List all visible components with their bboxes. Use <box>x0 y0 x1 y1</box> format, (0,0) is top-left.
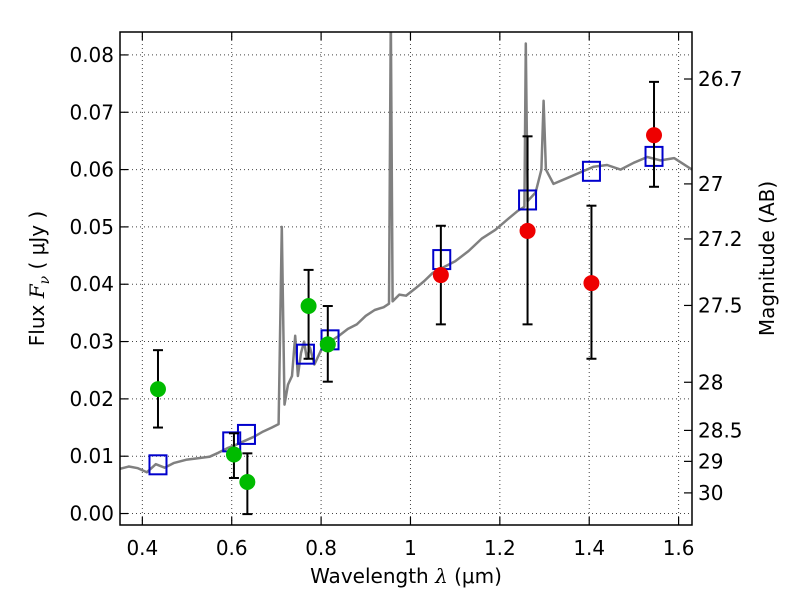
y-tick-label: 0.02 <box>69 387 114 411</box>
model-photometry-square <box>236 423 256 445</box>
grid-lines <box>120 32 692 525</box>
y-tick-label: 0.03 <box>69 330 114 354</box>
observed-photometry-point <box>432 267 449 284</box>
x-tick-label: 1 <box>404 536 417 560</box>
y2-tick-label: 30 <box>698 481 723 505</box>
model-photometry-square <box>295 343 315 365</box>
model-photometry-square <box>148 454 168 476</box>
y-tick-label: 0.07 <box>69 100 114 124</box>
y2-tick-label: 29 <box>698 449 723 473</box>
x-tick-label: 0.8 <box>305 536 337 560</box>
x-tick-label: 0.4 <box>126 536 158 560</box>
observed-photometry-point <box>319 336 336 353</box>
observed-photometry-point <box>583 275 600 292</box>
x-tick-label: 1.6 <box>663 536 695 560</box>
y2-tick-label: 28.5 <box>698 418 743 442</box>
observed-photometry-point <box>239 474 256 491</box>
x-tick-label: 1.4 <box>573 536 605 560</box>
y-tick-label: 0.06 <box>69 158 114 182</box>
observed-photometry-point <box>646 127 663 144</box>
y-axis-label: Flux Fν ( μJy ) <box>25 211 53 346</box>
y-tick-label: 0.01 <box>69 444 114 468</box>
y2-tick-label: 28 <box>698 370 723 394</box>
y2-tick-label: 27.2 <box>698 227 743 251</box>
y2-axis-label: Magnitude (AB) <box>755 181 779 336</box>
axis-ticks: 0.4 0.6 0.8 1 1.2 1.4 1.6 0.00 0.01 0.02 0.03 0.04 0… <box>69 32 743 560</box>
observed-photometry-point <box>519 222 536 239</box>
x-axis-label: Wavelength λ (μm) <box>310 564 502 588</box>
observed-photometry-point <box>149 381 166 398</box>
y-tick-label: 0.08 <box>69 43 114 67</box>
x-tick-label: 1.2 <box>484 536 516 560</box>
y2-tick-label: 27 <box>698 172 723 196</box>
plot-data <box>120 32 692 516</box>
model-photometry-square <box>581 160 601 182</box>
x-tick-label: 0.6 <box>216 536 248 560</box>
y-tick-label: 0.00 <box>69 502 114 526</box>
y-tick-label: 0.05 <box>69 215 114 239</box>
y2-tick-label: 27.5 <box>698 293 743 317</box>
y-tick-label: 0.04 <box>69 272 114 296</box>
y2-tick-label: 26.7 <box>698 67 743 91</box>
observed-photometry-point <box>300 298 317 315</box>
spectrum-line <box>120 32 692 474</box>
plot-frame <box>119 31 693 526</box>
observed-photometry-point <box>225 446 242 463</box>
